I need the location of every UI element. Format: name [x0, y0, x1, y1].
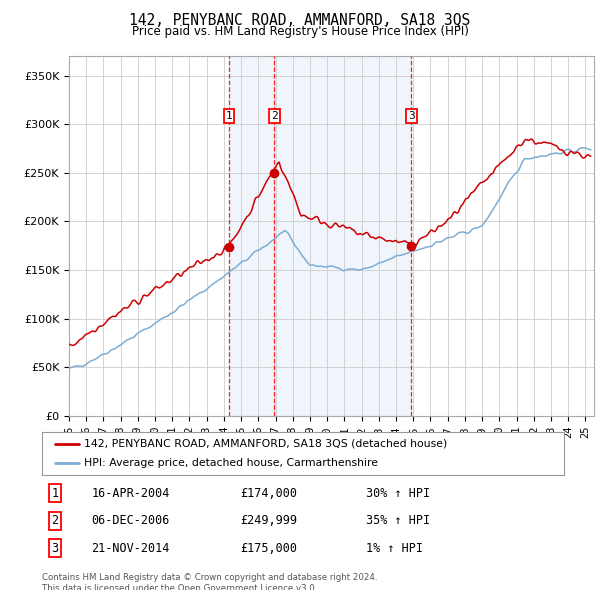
Bar: [274, 56, 412, 416]
Text: Price paid vs. HM Land Registry's House Price Index (HPI): Price paid vs. HM Land Registry's House …: [131, 25, 469, 38]
Bar: [229, 56, 274, 416]
Text: 2: 2: [271, 112, 278, 122]
Text: 1% ↑ HPI: 1% ↑ HPI: [365, 542, 422, 555]
Text: 1: 1: [226, 112, 232, 122]
Text: £174,000: £174,000: [241, 487, 298, 500]
Text: Contains HM Land Registry data © Crown copyright and database right 2024.
This d: Contains HM Land Registry data © Crown c…: [42, 573, 377, 590]
Text: 1: 1: [52, 487, 59, 500]
Text: 3: 3: [408, 112, 415, 122]
Text: 142, PENYBANC ROAD, AMMANFORD, SA18 3QS (detached house): 142, PENYBANC ROAD, AMMANFORD, SA18 3QS …: [84, 439, 447, 449]
Text: 30% ↑ HPI: 30% ↑ HPI: [365, 487, 430, 500]
Text: £175,000: £175,000: [241, 542, 298, 555]
Text: 16-APR-2004: 16-APR-2004: [92, 487, 170, 500]
Text: £249,999: £249,999: [241, 514, 298, 527]
Text: HPI: Average price, detached house, Carmarthenshire: HPI: Average price, detached house, Carm…: [84, 458, 378, 468]
Text: 3: 3: [52, 542, 59, 555]
Text: 142, PENYBANC ROAD, AMMANFORD, SA18 3QS: 142, PENYBANC ROAD, AMMANFORD, SA18 3QS: [130, 13, 470, 28]
Text: 21-NOV-2014: 21-NOV-2014: [92, 542, 170, 555]
Text: 06-DEC-2006: 06-DEC-2006: [92, 514, 170, 527]
Text: 35% ↑ HPI: 35% ↑ HPI: [365, 514, 430, 527]
Text: 2: 2: [52, 514, 59, 527]
